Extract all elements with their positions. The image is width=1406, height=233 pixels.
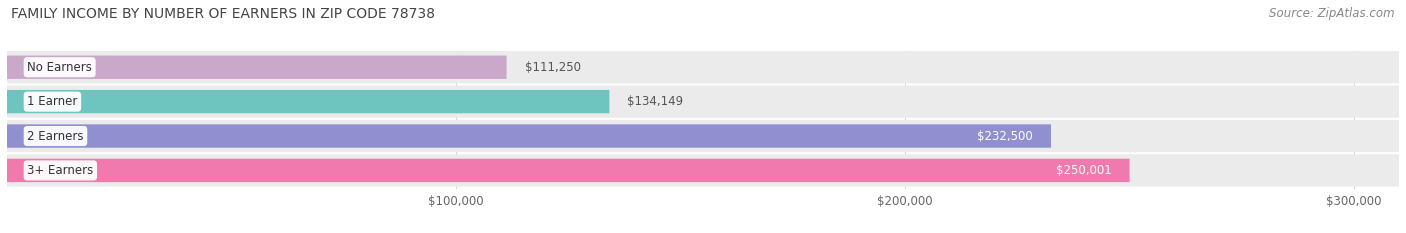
FancyBboxPatch shape xyxy=(7,154,1399,187)
FancyBboxPatch shape xyxy=(7,120,1399,152)
Text: $134,149: $134,149 xyxy=(627,95,683,108)
Text: 2 Earners: 2 Earners xyxy=(27,130,84,143)
FancyBboxPatch shape xyxy=(7,159,1129,182)
Text: $111,250: $111,250 xyxy=(524,61,581,74)
Text: $232,500: $232,500 xyxy=(977,130,1033,143)
Text: 1 Earner: 1 Earner xyxy=(27,95,77,108)
Text: $250,001: $250,001 xyxy=(1056,164,1112,177)
Text: Source: ZipAtlas.com: Source: ZipAtlas.com xyxy=(1270,7,1395,20)
Text: 3+ Earners: 3+ Earners xyxy=(27,164,93,177)
FancyBboxPatch shape xyxy=(7,90,609,113)
FancyBboxPatch shape xyxy=(7,86,1399,118)
Text: FAMILY INCOME BY NUMBER OF EARNERS IN ZIP CODE 78738: FAMILY INCOME BY NUMBER OF EARNERS IN ZI… xyxy=(11,7,436,21)
FancyBboxPatch shape xyxy=(7,51,1399,83)
FancyBboxPatch shape xyxy=(7,124,1052,148)
Text: No Earners: No Earners xyxy=(27,61,93,74)
FancyBboxPatch shape xyxy=(7,55,506,79)
